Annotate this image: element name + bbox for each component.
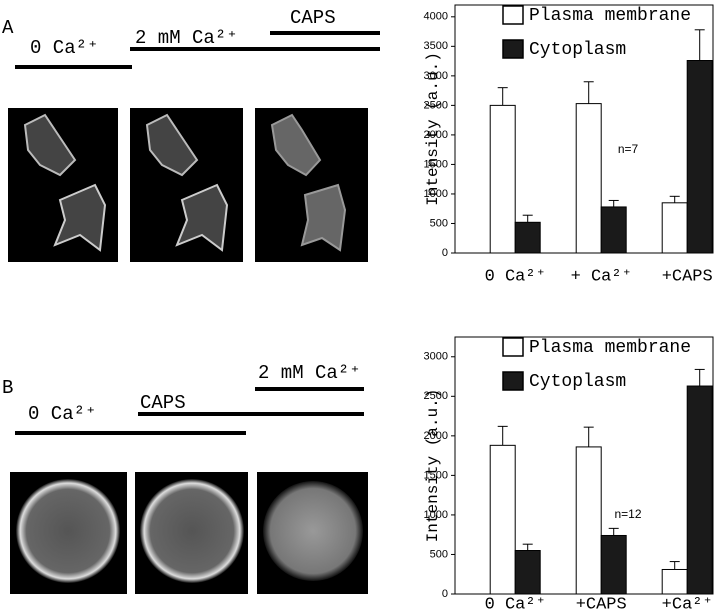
timeline-label: CAPS bbox=[140, 392, 186, 414]
bar bbox=[514, 550, 541, 595]
legend-swatch bbox=[502, 371, 524, 391]
micrograph bbox=[135, 472, 248, 594]
timeline-label: 2 mM Ca²⁺ bbox=[258, 362, 361, 384]
x-tick-label: +CAPS bbox=[576, 595, 627, 614]
timeline-label: 2 mM Ca²⁺ bbox=[135, 27, 238, 49]
bar bbox=[686, 385, 713, 595]
bar bbox=[600, 534, 627, 595]
y-tick-label: 1000 bbox=[424, 509, 448, 521]
bar bbox=[575, 446, 602, 595]
y-tick-label: 2000 bbox=[424, 430, 448, 442]
y-tick-label: 500 bbox=[430, 548, 448, 560]
x-tick-label: + Ca²⁺ bbox=[571, 267, 632, 286]
y-tick-label: 1500 bbox=[424, 158, 448, 170]
y-tick-label: 3000 bbox=[424, 70, 448, 82]
x-tick-label: 0 Ca²⁺ bbox=[485, 595, 546, 614]
micrograph bbox=[130, 108, 243, 262]
bar bbox=[489, 444, 516, 595]
y-axis-label: Intensity (a.u.) bbox=[424, 52, 442, 206]
y-tick-label: 4000 bbox=[424, 11, 448, 23]
y-tick-label: 2500 bbox=[424, 390, 448, 402]
x-tick-label: +Ca²⁺ bbox=[662, 595, 713, 614]
y-axis-label: Intensity (a.u.) bbox=[424, 389, 442, 543]
micrograph bbox=[10, 472, 127, 594]
y-tick-label: 2500 bbox=[424, 99, 448, 111]
timeline-label: CAPS bbox=[290, 7, 336, 29]
panel-label: A bbox=[2, 17, 14, 39]
annotation: n=12 bbox=[614, 507, 641, 521]
legend-swatch bbox=[502, 39, 524, 59]
x-tick-label: 0 Ca²⁺ bbox=[485, 267, 546, 286]
bar bbox=[661, 568, 688, 595]
micrograph bbox=[8, 108, 118, 262]
bar bbox=[686, 60, 713, 254]
legend-label: Plasma membrane bbox=[529, 6, 691, 26]
bar bbox=[489, 104, 516, 254]
y-tick-label: 0 bbox=[442, 247, 448, 259]
x-tick-label: +CAPS bbox=[662, 267, 713, 286]
y-tick-label: 2000 bbox=[424, 129, 448, 141]
micrograph bbox=[255, 108, 368, 262]
legend-label: Cytoplasm bbox=[529, 40, 626, 60]
legend-swatch bbox=[502, 337, 524, 357]
y-tick-label: 1500 bbox=[424, 469, 448, 481]
micrograph bbox=[257, 472, 368, 594]
y-tick-label: 3500 bbox=[424, 40, 448, 52]
timeline-label: 0 Ca²⁺ bbox=[30, 37, 98, 59]
legend-swatch bbox=[502, 5, 524, 25]
legend-label: Plasma membrane bbox=[529, 338, 691, 358]
bar bbox=[661, 202, 688, 254]
bar bbox=[600, 206, 627, 254]
y-tick-label: 3000 bbox=[424, 351, 448, 363]
y-tick-label: 500 bbox=[430, 217, 448, 229]
timeline-label: 0 Ca²⁺ bbox=[28, 403, 96, 425]
y-tick-label: 0 bbox=[442, 588, 448, 600]
bar bbox=[575, 103, 602, 254]
y-tick-label: 1000 bbox=[424, 188, 448, 200]
legend-label: Cytoplasm bbox=[529, 372, 626, 392]
panel-label: B bbox=[2, 377, 13, 399]
bar bbox=[514, 221, 541, 254]
annotation: n=7 bbox=[618, 142, 639, 156]
